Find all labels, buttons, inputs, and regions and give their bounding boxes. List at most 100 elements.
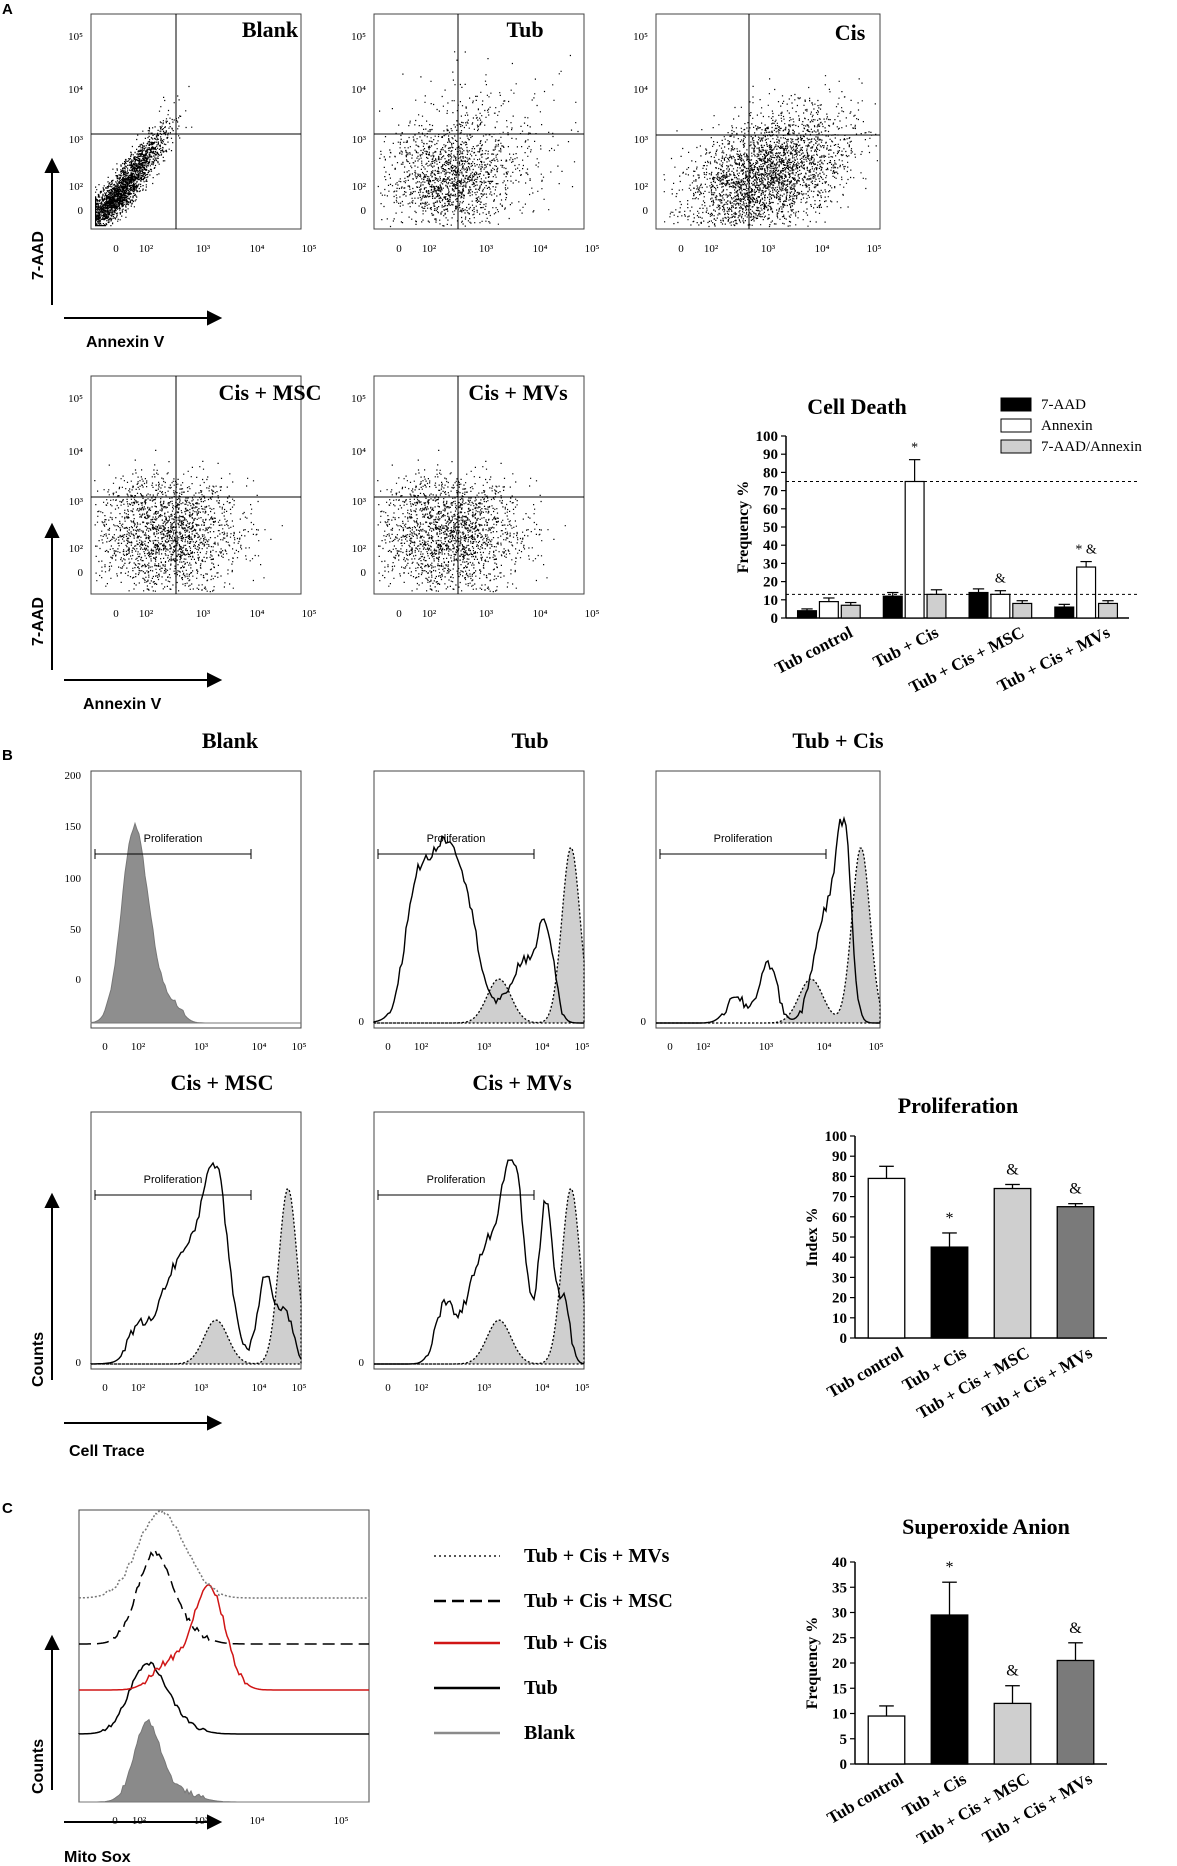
bar [993,1702,1032,1765]
dotplot-cis: Cis 10⁵ 10⁴ 10³ 10² 0 0 10² 10³ 10⁴ 10⁵ [633,13,882,255]
x-tick-label: 10⁵ [302,608,317,620]
y-tick-label: 15 [832,1681,847,1697]
histogram-cis: 0 Proliferation Tub + Cis 0 10² 10³ 10⁴ 10⁵ [641,728,885,1053]
bar [926,593,947,619]
significance-mark: * [946,1559,954,1576]
y-tick-label: 0 [641,1016,647,1028]
dotplot-group: Blank 10⁵ 10⁴ 10³ 10² 0 0 10² 10³ 10⁴ 10⁵ Tub 10⁵ 10⁴… [68,13,882,620]
y-tick-label: 10² [352,543,367,555]
x-tick-label: 10² [131,1041,146,1053]
legend-label-cis: Tub + Cis [524,1632,607,1654]
x-tick-label: 10⁵ [302,243,317,255]
y-tick-label: 10² [69,181,84,193]
x-tick-label: 10² [414,1041,429,1053]
y-tick-label: 100 [825,1129,848,1145]
significance-mark: & [1069,1620,1082,1637]
bar [1056,1659,1095,1765]
y-tick-label: 10³ [69,134,84,146]
y-tick-label: 100 [756,429,779,445]
y-tick-label: 10⁴ [68,446,83,458]
histogram-blank: 200 150 100 50 0 Proliferation Blank 0 10² 10³ 10⁴… [65,728,307,1053]
y-axis-label-counts: Counts [30,1332,47,1387]
y-axis-title: Frequency % [735,481,752,574]
histogram-sample-curve [90,1161,302,1365]
x-tick-label: 10⁴ [250,243,265,255]
dotplot-frame [373,375,585,595]
gate-label: Proliferation [714,833,773,845]
x-tick-label: 10⁵ [575,1041,590,1053]
category-label: Tub + Cis + MSC [913,1769,1032,1849]
x-axis-label-annexin: Annexin V [83,696,162,713]
gate-label: Proliferation [427,1174,486,1186]
x-tick-label: 10⁴ [535,1382,550,1394]
bar [904,480,925,619]
dotplot-title: Cis + MSC [219,380,322,405]
x-tick-label: 10² [414,1382,429,1394]
axis-arrows-a [44,157,223,688]
y-tick-label: 90 [763,447,778,463]
axis-arrows-b [44,1192,223,1431]
histogram-title: Cis + MVs [472,1070,572,1095]
y-tick-label: 40 [763,538,778,554]
x-tick-label: 10² [139,243,154,255]
x-tick-label: 10³ [479,243,494,255]
histogram-sample-curve [374,1159,585,1365]
bar [818,601,839,619]
y-tick-label: 0 [78,567,84,579]
bar [930,1614,969,1765]
bar [1097,602,1119,619]
y-axis-title: Index % [804,1207,821,1266]
y-axis-title: Frequency % [804,1617,821,1710]
y-tick-label: 0 [840,1331,848,1347]
y-tick-label: 80 [832,1169,847,1185]
x-tick-label: 10⁵ [585,243,600,255]
category-label: Tub + Cis + MVs [979,1769,1096,1847]
y-tick-label: 5 [840,1732,848,1748]
y-tick-label: 0 [361,205,367,217]
y-tick-label: 10³ [352,134,367,146]
x-tick-label: 10² [422,608,437,620]
y-tick-label: 50 [70,924,82,936]
y-tick-label: 10³ [634,134,649,146]
dotplot-title: Blank [242,17,299,42]
chart-title: Superoxide Anion [902,1514,1070,1539]
x-tick-label: 10⁵ [575,1382,590,1394]
y-tick-label: 10² [634,181,649,193]
significance-mark: * [911,441,918,456]
x-tick-label: 10⁵ [292,1382,307,1394]
category-label: Tub control [824,1343,907,1402]
dotplot-mvs: Cis + MVs 10⁵ 10⁴ 10³ 10² 0 0 10² 10³ 10⁴ 10⁵ [351,375,600,620]
x-tick-label: 10⁴ [533,608,548,620]
y-tick-label: 150 [65,821,82,833]
histogram-sample-curve [373,835,584,1024]
bar [796,610,818,619]
x-tick-label: 0 [113,243,119,255]
x-tick-label: 10³ [477,1382,492,1394]
category-label: Tub + Cis + MVs [979,1343,1096,1421]
histogram-title: Blank [202,728,259,753]
histogram-title: Tub [511,728,548,753]
bar [990,593,1011,619]
histogram-title: Cis + MSC [171,1070,274,1095]
bar [968,591,989,619]
x-tick-label: 0 [102,1041,108,1053]
significance-mark: & [1006,1663,1019,1680]
x-tick-label: 10⁴ [815,243,830,255]
legend-label-tub: Tub [524,1677,558,1699]
y-tick-label: 10³ [69,496,84,508]
x-tick-label: 10⁵ [334,1815,349,1827]
y-tick-label: 10⁴ [633,84,648,96]
histogram-tub: 0 Proliferation Tub 0 10² 10³ 10⁴ 10⁵ [359,728,590,1053]
dotplot-frame [90,375,302,595]
dotplot-title: Cis [835,20,866,45]
x-tick-label: 10³ [196,608,211,620]
y-tick-label: 10 [763,593,778,609]
mitosox-trace-tub [78,1661,369,1735]
y-tick-label: 10⁵ [351,31,366,43]
y-tick-label: 70 [832,1190,847,1206]
category-label: Tub + Cis + MSC [913,1343,1032,1423]
x-tick-label: 10³ [194,1382,209,1394]
y-tick-label: 20 [832,1291,847,1307]
